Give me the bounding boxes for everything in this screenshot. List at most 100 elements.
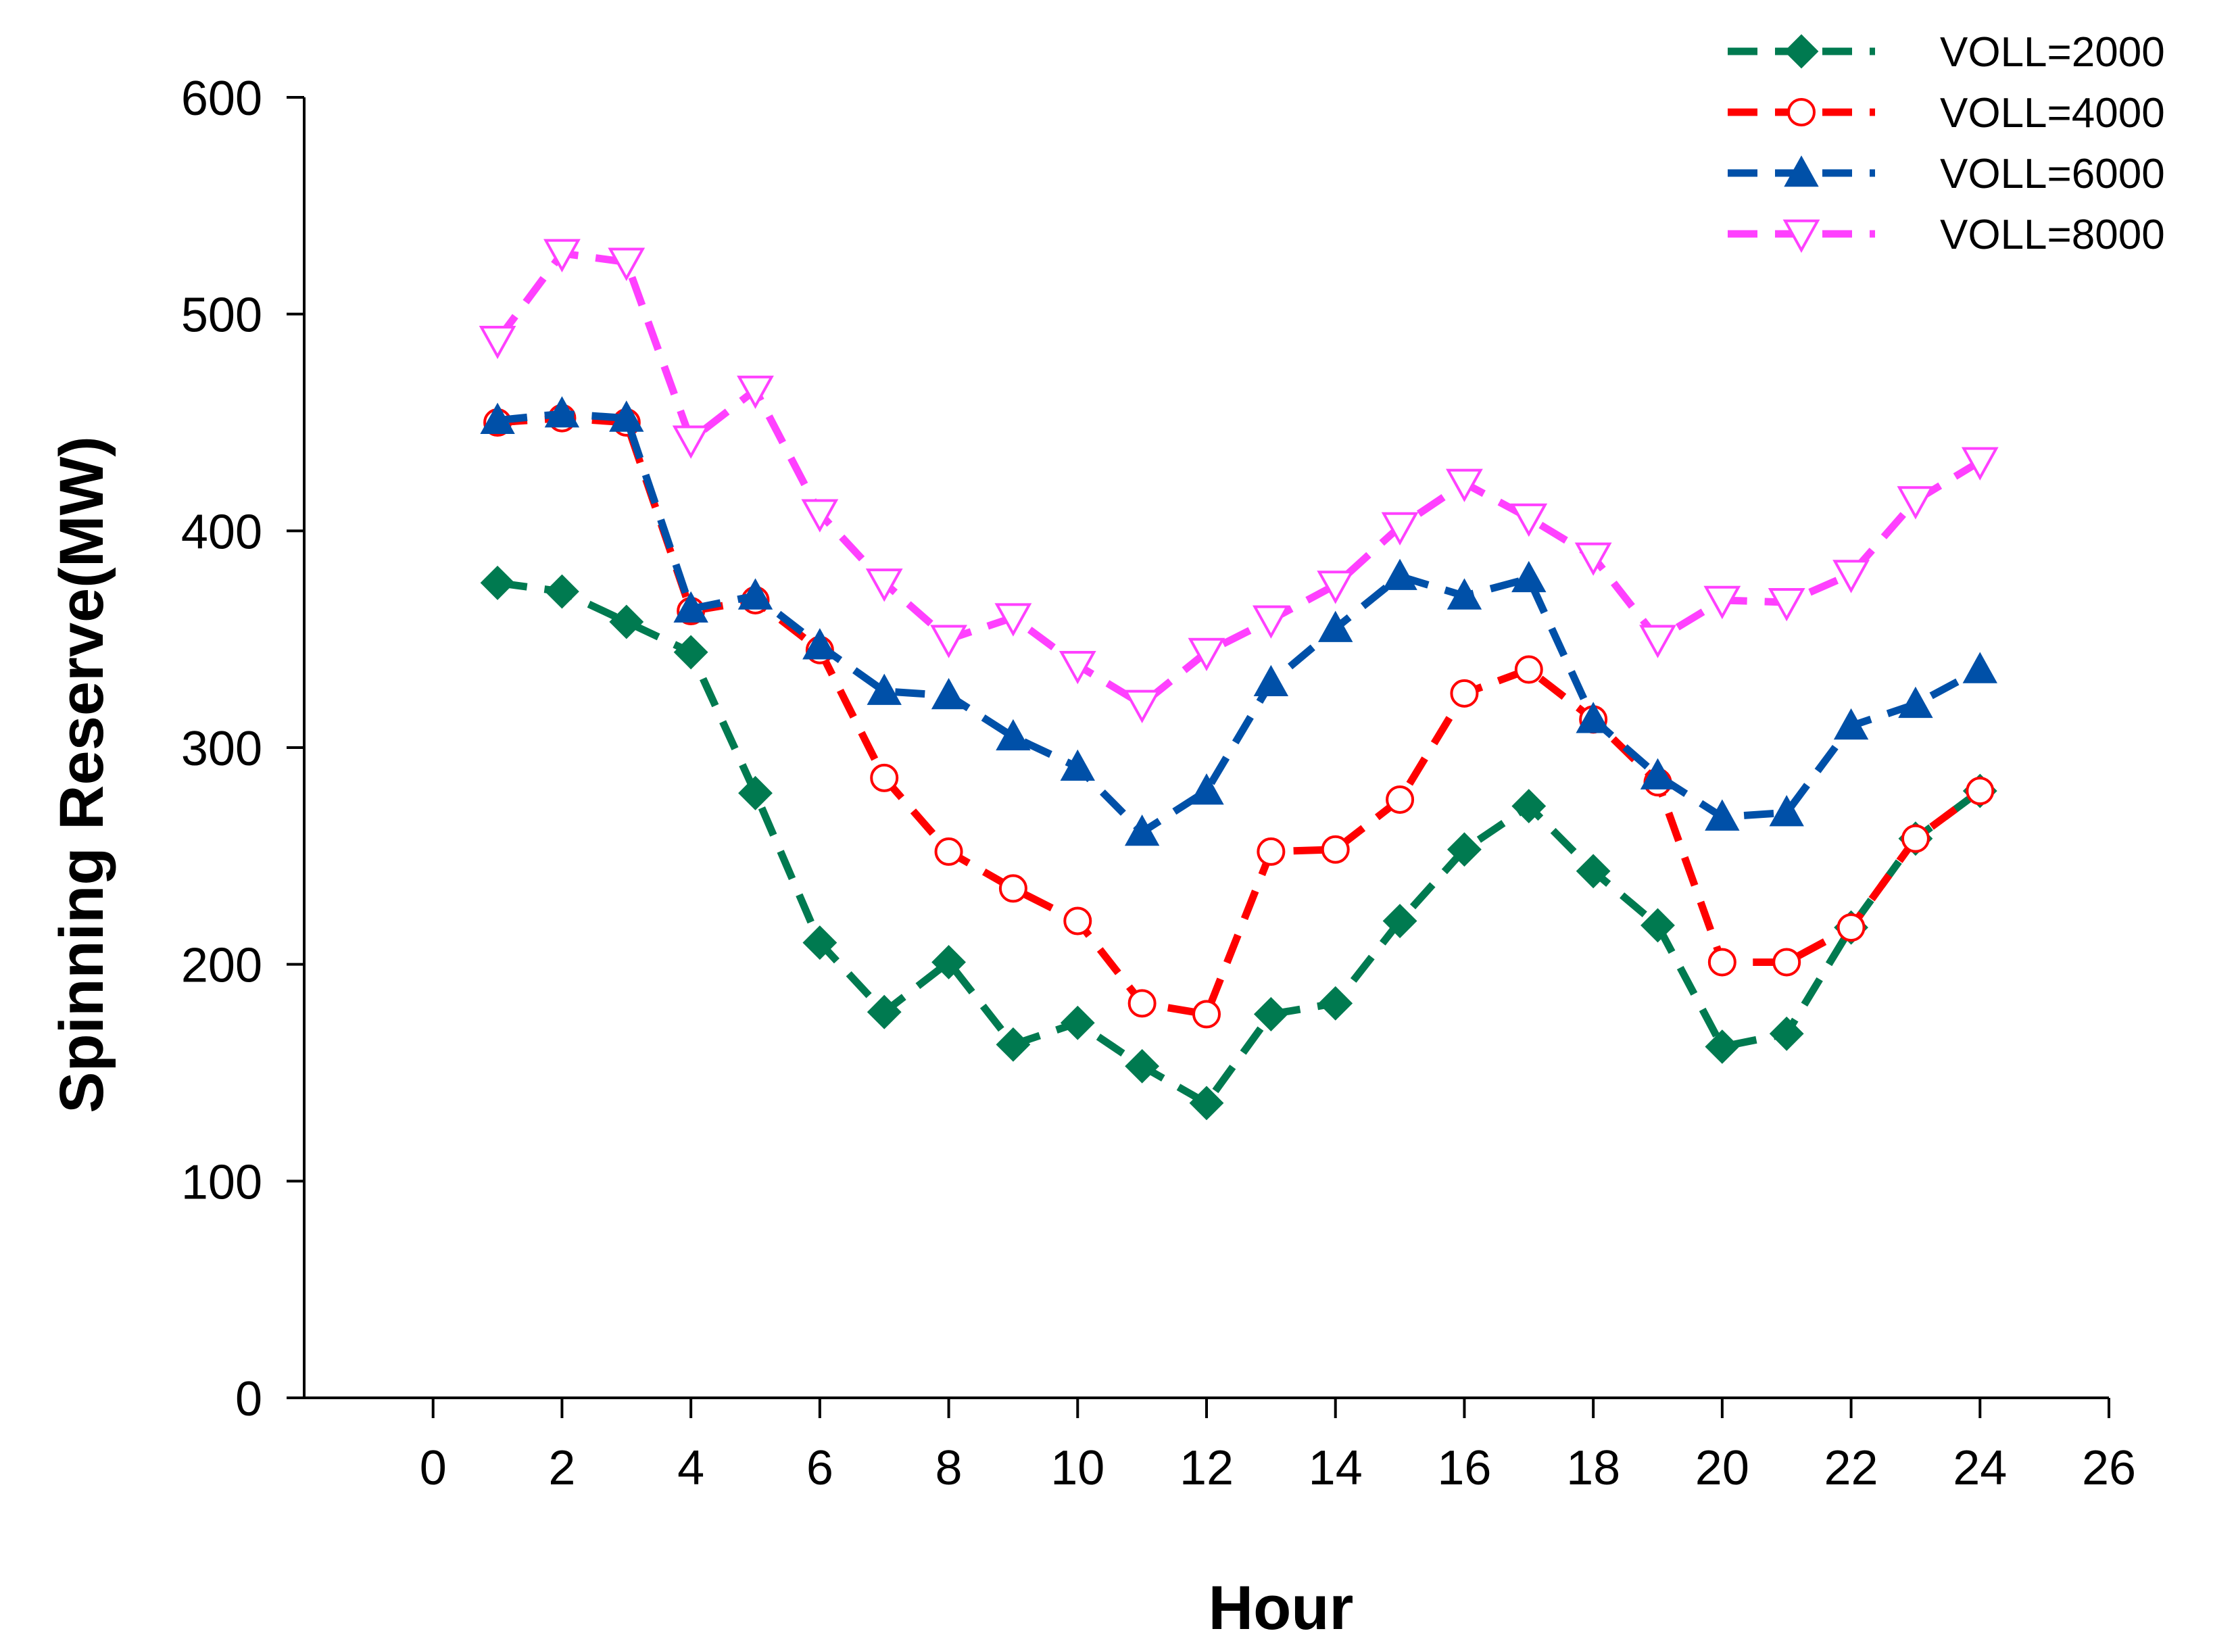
- data-point: [480, 565, 515, 600]
- data-point: [1060, 749, 1095, 781]
- y-tick-label: 400: [181, 505, 262, 559]
- x-tick-label: 6: [806, 1441, 833, 1495]
- data-point: [1446, 468, 1483, 502]
- data-point: [998, 874, 1027, 903]
- legend-item: VOLL=8000: [1728, 212, 2165, 258]
- data-point: [1060, 1005, 1095, 1040]
- data-point: [802, 925, 837, 961]
- data-point: [1772, 948, 1801, 977]
- data-point: [996, 719, 1031, 751]
- data-point: [1574, 542, 1612, 576]
- data-point: [1382, 904, 1417, 938]
- x-tick-label: 10: [1050, 1441, 1104, 1495]
- data-point: [994, 603, 1032, 637]
- y-tick-label: 600: [181, 72, 262, 126]
- data-point: [1833, 708, 1869, 740]
- data-point: [737, 578, 773, 610]
- data-point: [1189, 1086, 1224, 1121]
- x-tick-label: 18: [1566, 1441, 1620, 1495]
- data-point: [1317, 570, 1355, 604]
- data-point: [672, 425, 710, 459]
- data-point: [1127, 989, 1157, 1018]
- data-point: [1640, 908, 1675, 943]
- data-point: [1769, 795, 1804, 827]
- data-point: [1188, 637, 1225, 672]
- data-point: [1381, 512, 1419, 546]
- x-tick-label: 0: [420, 1441, 447, 1495]
- data-point: [543, 239, 581, 272]
- legend-item: VOLL=6000: [1728, 151, 2165, 197]
- data-point: [1510, 503, 1548, 537]
- data-point: [1901, 824, 1930, 853]
- legend-label: VOLL=2000: [1940, 29, 2165, 76]
- data-point: [1059, 650, 1096, 685]
- data-point: [1961, 447, 1999, 481]
- data-point: [1832, 560, 1870, 593]
- series-line: [494, 249, 1983, 708]
- data-point: [1124, 815, 1160, 846]
- data-point: [1063, 906, 1092, 936]
- series-voll-8000: [479, 239, 1999, 723]
- data-point: [1253, 664, 1289, 696]
- data-point: [1257, 837, 1286, 866]
- series-voll-4000: [483, 404, 1995, 1029]
- data-point: [930, 625, 967, 658]
- data-point: [865, 568, 903, 602]
- data-point: [1252, 605, 1290, 639]
- data-point: [544, 396, 580, 428]
- data-point: [673, 591, 708, 623]
- data-point: [867, 994, 902, 1029]
- data-point: [1447, 578, 1482, 610]
- x-tick-label: 24: [1953, 1441, 2007, 1495]
- x-tick-label: 20: [1695, 1441, 1749, 1495]
- y-tick-label: 0: [235, 1372, 262, 1426]
- y-tick-label: 100: [181, 1155, 262, 1209]
- series-line: [497, 414, 1983, 1018]
- data-point: [1318, 986, 1353, 1021]
- data-point: [1123, 689, 1161, 723]
- x-tick-label: 4: [677, 1441, 704, 1495]
- data-point: [1447, 832, 1482, 867]
- data-point: [1511, 560, 1547, 593]
- data-point: [996, 1027, 1031, 1062]
- data-point: [1386, 785, 1415, 814]
- data-point: [1189, 773, 1224, 805]
- x-tick-label: 12: [1180, 1441, 1234, 1495]
- legend: VOLL=2000 VOLL=4000 VOLL=6000 VOLL=8000: [1728, 29, 2165, 258]
- data-point: [1768, 587, 1805, 622]
- legend-marker: [1782, 219, 1820, 253]
- data-point: [1705, 1029, 1740, 1064]
- data-point: [1705, 799, 1740, 831]
- legend-label: VOLL=8000: [1940, 212, 2165, 258]
- data-point: [480, 402, 515, 434]
- data-point: [867, 673, 902, 705]
- y-axis-title: Spinning Reserve(MW): [47, 436, 116, 1113]
- data-point: [1450, 679, 1479, 708]
- data-point: [1382, 558, 1417, 590]
- data-point: [1576, 854, 1611, 889]
- data-point: [1514, 655, 1543, 684]
- data-point: [1707, 948, 1736, 977]
- x-tick-label: 16: [1437, 1441, 1491, 1495]
- data-point: [673, 635, 708, 670]
- y-tick-label: 200: [181, 939, 262, 993]
- data-point: [1837, 913, 1866, 942]
- x-tick-label: 14: [1309, 1441, 1363, 1495]
- y-tick-label: 300: [181, 722, 262, 776]
- data-point: [1192, 1000, 1221, 1029]
- data-point: [609, 400, 644, 432]
- data-point: [738, 775, 773, 810]
- data-point: [737, 375, 774, 410]
- data-point: [1125, 1048, 1160, 1084]
- legend-item: VOLL=2000: [1728, 29, 2165, 76]
- legend-marker: [1784, 34, 1819, 69]
- legend-marker: [1787, 98, 1816, 126]
- series-voll-6000: [480, 396, 1997, 846]
- data-point: [934, 837, 963, 866]
- data-point: [1703, 585, 1741, 620]
- series-line: [497, 579, 1983, 1107]
- x-tick-label: 22: [1824, 1441, 1878, 1495]
- legend-marker: [1784, 155, 1819, 187]
